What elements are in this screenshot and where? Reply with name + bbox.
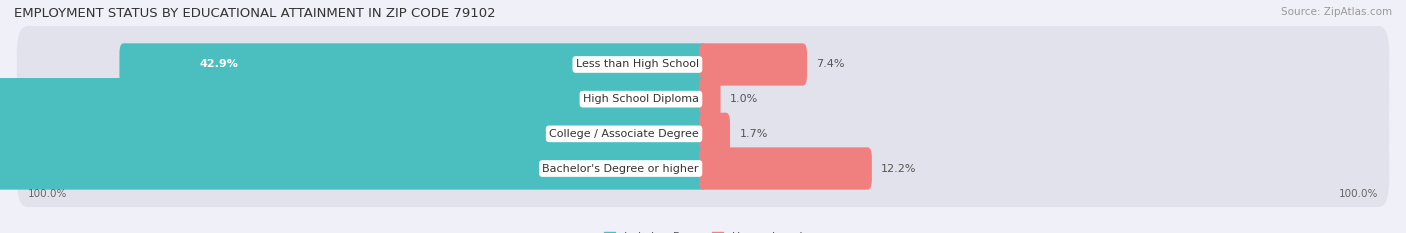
FancyBboxPatch shape (0, 113, 707, 155)
FancyBboxPatch shape (17, 26, 1389, 103)
Text: Less than High School: Less than High School (576, 59, 699, 69)
FancyBboxPatch shape (0, 147, 707, 190)
FancyBboxPatch shape (17, 130, 1389, 207)
Text: 100.0%: 100.0% (28, 189, 67, 199)
Text: 1.7%: 1.7% (740, 129, 768, 139)
FancyBboxPatch shape (699, 147, 872, 190)
Text: 100.0%: 100.0% (1339, 189, 1378, 199)
FancyBboxPatch shape (699, 78, 720, 120)
FancyBboxPatch shape (699, 113, 730, 155)
Text: 7.4%: 7.4% (817, 59, 845, 69)
Text: College / Associate Degree: College / Associate Degree (550, 129, 699, 139)
Legend: In Labor Force, Unemployed: In Labor Force, Unemployed (603, 232, 803, 233)
Text: Source: ZipAtlas.com: Source: ZipAtlas.com (1281, 7, 1392, 17)
FancyBboxPatch shape (699, 43, 807, 86)
Text: EMPLOYMENT STATUS BY EDUCATIONAL ATTAINMENT IN ZIP CODE 79102: EMPLOYMENT STATUS BY EDUCATIONAL ATTAINM… (14, 7, 496, 20)
FancyBboxPatch shape (120, 43, 707, 86)
Text: 42.9%: 42.9% (200, 59, 239, 69)
Text: 12.2%: 12.2% (882, 164, 917, 174)
FancyBboxPatch shape (17, 61, 1389, 138)
Text: Bachelor's Degree or higher: Bachelor's Degree or higher (543, 164, 699, 174)
FancyBboxPatch shape (0, 78, 707, 120)
FancyBboxPatch shape (17, 95, 1389, 172)
Text: 1.0%: 1.0% (730, 94, 758, 104)
Text: High School Diploma: High School Diploma (583, 94, 699, 104)
